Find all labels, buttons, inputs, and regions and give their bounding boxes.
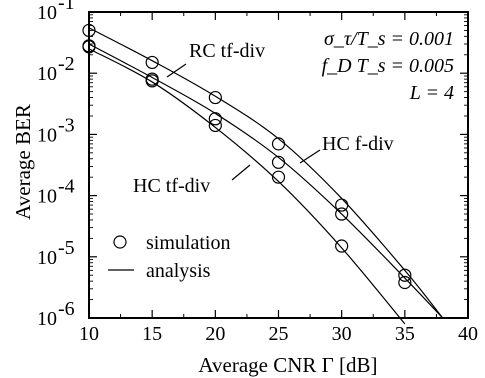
x-tick-label: 35 bbox=[395, 323, 415, 345]
y-tick-exponent: -3 bbox=[58, 114, 75, 136]
annotation-arrow-hc-tf bbox=[231, 164, 251, 181]
x-tick-label: 40 bbox=[458, 323, 478, 345]
annotation-arrow-hc-f bbox=[299, 149, 321, 164]
annotation-arrow-rc bbox=[166, 63, 187, 78]
x-tick-label: 20 bbox=[205, 323, 225, 345]
x-tick-label: 30 bbox=[332, 323, 352, 345]
y-tick-label: 10 bbox=[37, 2, 57, 24]
x-tick-label: 10 bbox=[79, 323, 99, 345]
simulation-point-hc-f-div bbox=[208, 112, 222, 126]
y-tick-label: 10 bbox=[37, 124, 57, 146]
plot-frame bbox=[88, 11, 469, 319]
simulation-point-hc-f-div bbox=[335, 207, 349, 221]
param-L: L = 4 bbox=[409, 82, 454, 104]
analysis-line-hc-tf-div bbox=[88, 48, 406, 325]
annotation-hc-tf-div: HC tf-div bbox=[133, 175, 210, 197]
y-tick-exponent: -2 bbox=[58, 53, 75, 75]
simulation-point-hc-tf-div bbox=[145, 74, 159, 88]
simulation-point-hc-tf-div bbox=[208, 118, 222, 133]
x-tick-label: 25 bbox=[269, 323, 289, 345]
simulation-point-rc-tf-div bbox=[335, 198, 349, 212]
y-tick-label: 10 bbox=[37, 308, 57, 330]
legend-label-simulation: simulation bbox=[146, 232, 230, 254]
simulation-point-rc-tf-div bbox=[398, 268, 412, 282]
y-tick-label: 10 bbox=[37, 247, 57, 269]
y-tick-exponent: -4 bbox=[58, 176, 75, 198]
annotation-rc-tf-div: RC tf-div bbox=[189, 40, 265, 62]
simulation-point-hc-tf-div bbox=[271, 170, 286, 184]
y-tick-exponent: -5 bbox=[58, 237, 75, 259]
annotation-hc-f-div: HC f-div bbox=[322, 133, 394, 155]
y-tick-exponent: -6 bbox=[58, 298, 75, 320]
param-sigma: σ_τ/T_s = 0.001 bbox=[324, 28, 454, 50]
simulation-point-hc-f-div bbox=[398, 275, 412, 290]
y-tick-exponent: -1 bbox=[58, 0, 75, 14]
legend: simulation analysis bbox=[108, 232, 230, 282]
x-axis-label: Average CNR Γ [dB] bbox=[198, 353, 377, 377]
simulation-point-hc-f-div bbox=[271, 155, 286, 169]
y-tick-label: 10 bbox=[37, 186, 57, 208]
y-axis-label: Average BER bbox=[11, 104, 35, 220]
simulation-point-rc-tf-div bbox=[271, 137, 286, 151]
simulation-point-rc-tf-div bbox=[208, 90, 222, 105]
simulation-point-hc-tf-div bbox=[335, 239, 349, 253]
param-fd: f_D T_s = 0.005 bbox=[322, 55, 454, 77]
simulation-point-rc-tf-div bbox=[145, 55, 159, 70]
x-tick-label: 15 bbox=[142, 323, 162, 345]
legend-circle-symbol bbox=[113, 235, 127, 249]
legend-label-analysis: analysis bbox=[146, 260, 211, 282]
y-tick-label: 10 bbox=[37, 63, 57, 85]
y-tick-labels: 10-110-210-310-410-510-6 bbox=[37, 0, 75, 330]
x-tick-labels: 10 15 20 25 30 35 40 bbox=[79, 323, 478, 345]
